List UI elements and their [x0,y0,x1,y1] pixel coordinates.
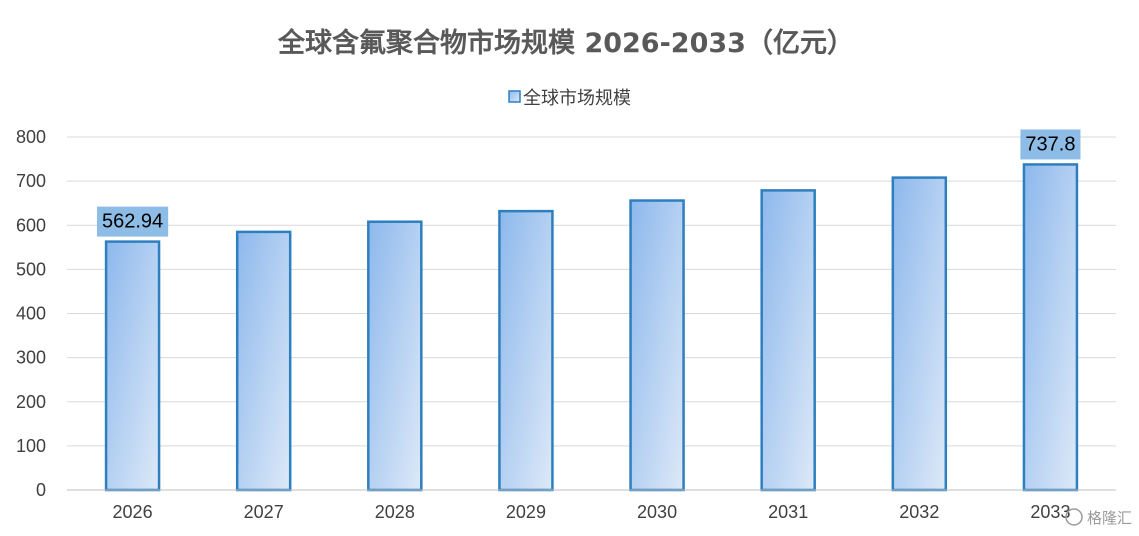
bar-2029 [498,209,554,492]
data-label-background [96,206,169,237]
data-label-background [1020,129,1081,160]
data-label-2033: 737.8 [1020,129,1081,160]
x-tick-label: 2033 [1030,502,1070,522]
bar-2032 [891,176,948,492]
y-tick-label: 500 [16,259,46,279]
bar-2028 [367,220,423,492]
legend-label: 全球市场规模 [523,88,631,109]
watermark: 格隆汇 [1065,508,1132,527]
x-axis: 2026 2027 2028 2029 2030 2031 2032 2033 [67,489,1116,522]
data-label-text: 562.94 [102,211,163,233]
y-tick-label: 600 [16,215,46,235]
x-tick-label: 2029 [506,502,546,522]
gridlines [67,136,1116,447]
x-tick-label: 2032 [899,502,939,522]
x-tick-label: 2030 [637,502,677,522]
x-tick-label: 2028 [375,502,415,522]
legend-swatch [508,90,521,103]
y-tick-label: 0 [36,480,46,500]
bar-2033 [1022,163,1079,492]
bar-2031 [760,189,816,492]
legend: 全球市场规模 [508,88,631,109]
bar-2030 [629,199,685,492]
y-tick-label: 300 [16,348,46,368]
y-tick-label: 800 [16,127,46,147]
y-tick-label: 100 [16,436,46,456]
x-tick-label: 2031 [768,502,808,522]
y-tick-label: 400 [16,304,46,324]
bar-2026 [104,240,161,492]
x-tick-label: 2027 [244,502,284,522]
y-axis: 0 100 200 300 400 500 600 700 800 [16,127,46,500]
data-labels: 562.94 737.8 [96,129,1081,237]
y-tick-label: 200 [16,392,46,412]
watermark-text: 格隆汇 [1087,509,1132,527]
bar-2027 [235,230,292,492]
bars [104,163,1079,492]
x-tick-label: 2026 [113,502,153,522]
data-label-2026: 562.94 [96,206,169,237]
watermark-logo-icon [1065,508,1083,526]
data-label-text: 737.8 [1025,133,1075,155]
y-tick-label: 700 [16,171,46,191]
chart-title: 全球含氟聚合物市场规模 2026-2033（亿元） [277,27,854,59]
